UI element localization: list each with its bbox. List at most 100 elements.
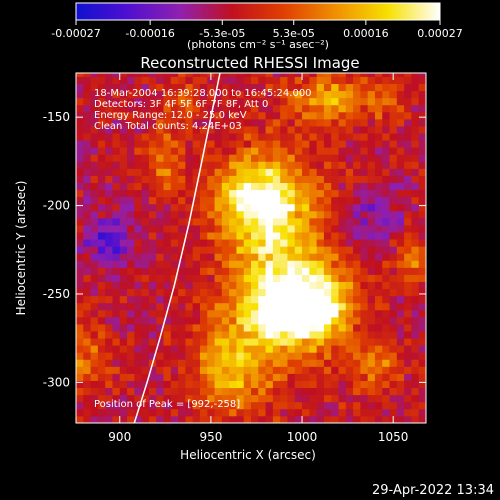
heatmap-cell [411,140,420,148]
heatmap-cell [141,281,150,290]
heatmap-cell [185,76,194,85]
heatmap-cell [148,225,157,233]
heatmap-cell [134,111,143,120]
heatmap-cell [272,309,281,318]
heatmap-cell [243,302,252,311]
heatmap-cell [404,239,412,247]
heatmap-cell [156,203,164,212]
heatmap-cell [331,76,339,85]
heatmap-cell [185,295,194,304]
heatmap-cell [178,309,186,318]
heatmap-cell [411,316,420,325]
heatmap-cell [127,203,135,212]
heatmap-cell [323,295,332,304]
heatmap-cell [280,168,288,176]
heatmap-cell [353,401,361,410]
heatmap-cell [83,253,91,261]
heatmap-cell [353,147,361,155]
heatmap-cell [374,118,383,127]
heatmap-cell [199,217,208,226]
heatmap-cell [316,147,325,155]
heatmap-cell [374,246,383,254]
heatmap-cell [367,401,376,410]
heatmap-cell [148,104,157,113]
heatmap-cell [221,394,230,403]
heatmap-cell [192,154,201,162]
heatmap-cell [382,126,390,134]
peak-position-label: Position of Peak = [992,-258] [94,399,240,410]
heatmap-cell [309,189,318,198]
heatmap-cell [105,210,113,219]
heatmap-cell [156,210,164,219]
heatmap-cell [265,90,274,99]
heatmap-cell [156,324,164,332]
heatmap-cell [207,76,215,85]
heatmap-cell [236,189,245,198]
heatmap-cell [119,189,128,198]
heatmap-cell [389,246,398,254]
heatmap-cell [127,126,135,134]
heatmap-cell [185,338,194,346]
heatmap-cell [331,338,339,346]
heatmap-cell [90,104,99,113]
heatmap-cell [83,352,91,360]
heatmap-cell [265,225,274,233]
heatmap-cell [258,111,266,120]
heatmap-cell [287,232,296,240]
heatmap-cell [229,324,237,332]
heatmap-cell [141,140,150,148]
heatmap-cell [105,140,113,148]
heatmap-cell [236,210,245,219]
heatmap-cell [141,76,150,85]
heatmap-cell [338,260,347,268]
heatmap-cell [221,415,230,423]
heatmap-cell [280,217,288,226]
heatmap-cell [411,239,420,247]
heatmap-cell [127,210,135,219]
heatmap-cell [294,182,303,191]
heatmap-cell [192,90,201,99]
heatmap-cell [105,73,113,77]
heatmap-cell [148,295,157,304]
heatmap-cell [243,189,252,198]
heatmap-cell [323,401,332,410]
heatmap-cell [178,217,186,226]
heatmap-cell [112,366,121,374]
heatmap-cell [156,373,164,381]
heatmap-cell [265,97,274,106]
colorbar-tick-label: 0.00027 [417,27,463,40]
heatmap-cell [214,175,223,183]
heatmap-cell [112,76,121,85]
heatmap-cell [76,161,84,169]
heatmap-cell [323,415,332,423]
heatmap-cell [221,274,230,282]
heatmap-cell [76,147,84,155]
heatmap-cell [192,352,201,360]
heatmap-cell [280,154,288,162]
heatmap-cell [360,175,369,183]
heatmap-cell [127,316,135,325]
heatmap-cell [287,83,296,92]
heatmap-cell [389,260,398,268]
heatmap-cell [360,415,369,423]
heatmap-cell [199,408,208,417]
heatmap-cell [272,73,281,77]
heatmap-cell [280,147,288,155]
heatmap-cell [243,387,252,396]
heatmap-cell [331,225,339,233]
heatmap-cell [207,97,215,106]
heatmap-cell [389,274,398,282]
heatmap-cell [418,126,426,134]
heatmap-cell [156,316,164,325]
heatmap-cell [302,295,310,304]
heatmap-cell [382,267,390,275]
heatmap-cell [331,189,339,198]
heatmap-cell [382,104,390,113]
footer-timestamp: 29-Apr-2022 13:34 [372,483,494,498]
heatmap-cell [243,90,252,99]
heatmap-cell [141,97,150,106]
heatmap-cell [389,140,398,148]
heatmap-cell [170,73,179,77]
heatmap-cell [141,196,150,205]
heatmap-cell [389,76,398,85]
